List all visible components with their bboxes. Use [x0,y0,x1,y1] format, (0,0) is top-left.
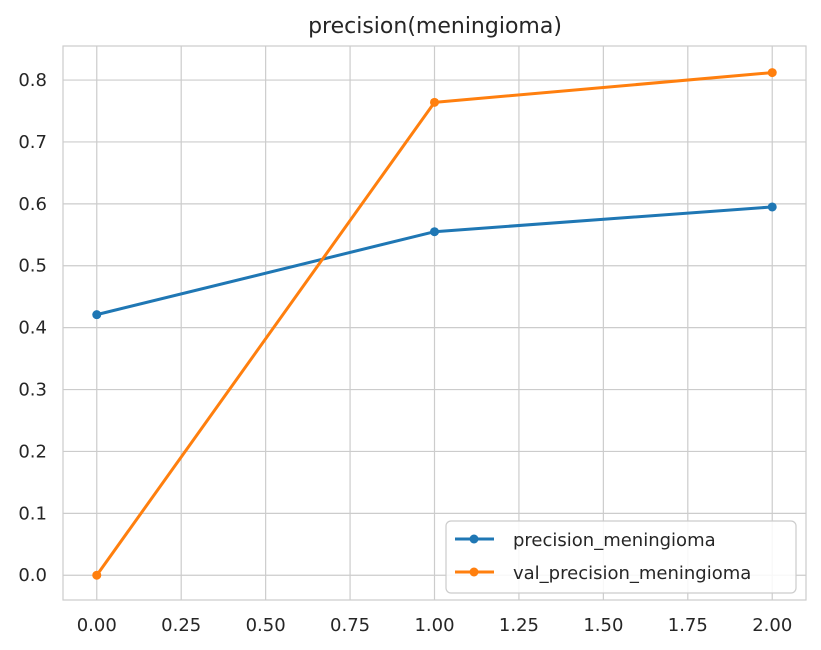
x-tick-label: 1.00 [414,615,454,636]
grid [63,46,806,600]
legend-box [445,520,797,594]
data-point [92,570,102,580]
x-tick-label: 1.25 [499,615,539,636]
y-tick-label: 0.3 [18,380,47,401]
legend-marker [469,567,479,577]
x-tick-label: 0.75 [330,615,370,636]
plot-area [62,45,807,601]
y-tick-label: 0.8 [18,70,47,91]
chart-title: precision(meningioma) [308,14,562,39]
legend-label: precision_meningioma [513,530,716,551]
x-tick-label: 0.50 [246,615,286,636]
x-tick-label: 1.50 [583,615,623,636]
y-tick-label: 0.2 [18,441,47,462]
series-layer [92,68,777,580]
x-tick-label: 1.75 [668,615,708,636]
x-tick-label: 0.25 [161,615,201,636]
x-tick-label: 2.00 [752,615,792,636]
legend: precision_meningioma val_precision_mening… [445,520,797,594]
y-tick-label: 0.4 [18,318,47,339]
x-axis: 0.00 0.25 0.50 0.75 1.00 1.25 1.50 1.75 2.00 [77,615,793,636]
y-tick-label: 0.5 [18,256,47,277]
y-tick-label: 0.0 [18,565,47,586]
data-point [430,227,439,237]
legend-marker [469,534,479,544]
y-axis: 0.0 0.1 0.2 0.3 0.4 0.5 0.6 0.7 0.8 [18,70,47,586]
y-tick-label: 0.7 [18,132,47,153]
data-point [767,202,777,212]
y-tick-label: 0.6 [18,194,47,215]
y-tick-label: 0.1 [18,503,47,524]
x-tick-label: 0.00 [77,615,117,636]
data-point [92,310,102,320]
data-point [430,97,439,107]
legend-label: val_precision_meningioma [513,563,751,584]
data-point [767,68,777,78]
